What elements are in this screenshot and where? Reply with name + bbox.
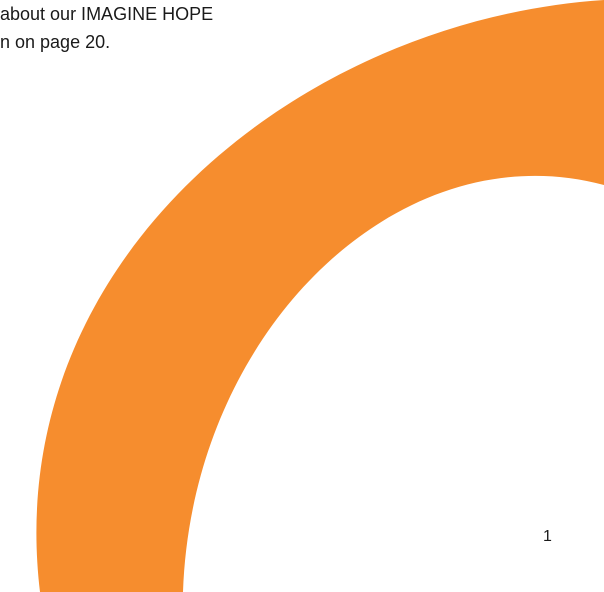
body-text: about our IMAGINE HOPE n on page 20. xyxy=(0,0,213,56)
page-number: 1 xyxy=(543,528,552,545)
body-text-line-2: n on page 20. xyxy=(0,32,111,52)
orange-ring-arc xyxy=(36,0,604,592)
body-text-line-1: about our IMAGINE HOPE xyxy=(0,4,214,24)
